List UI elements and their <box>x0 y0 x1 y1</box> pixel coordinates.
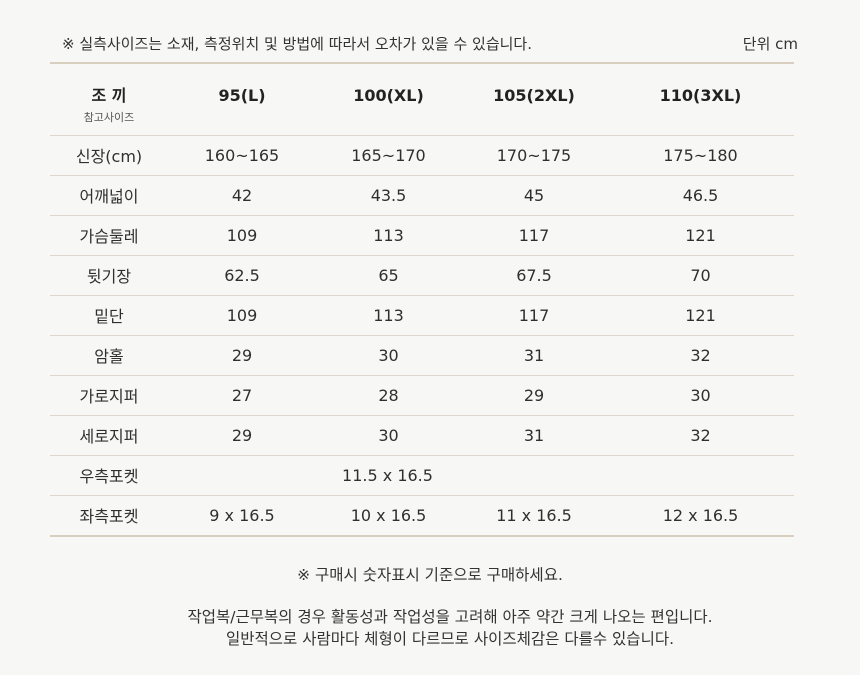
table-cell: 9 x 16.5 <box>209 505 275 525</box>
table-cell: 31 <box>523 425 545 445</box>
table-cell: 165~170 <box>351 145 426 165</box>
table-header-row: 조 끼 참고사이즈 95(L) 100(XL) 105(2XL) 110(3XL… <box>50 64 794 135</box>
header-subtitle: 참고사이즈 <box>83 111 135 124</box>
fit-note: 작업복/근무복의 경우 활동성과 작업성을 고려해 아주 약간 크게 나오는 편… <box>0 606 860 650</box>
table-cell: 11 x 16.5 <box>496 505 572 525</box>
table-cell: 109 <box>226 225 258 245</box>
table-cell: 32 <box>690 425 711 445</box>
table-cell: 30 <box>690 385 711 405</box>
table-cell: 30 <box>378 425 399 445</box>
table-cell: 113 <box>373 305 404 325</box>
table-row: 가슴둘레 109 113 117 121 <box>50 215 794 255</box>
row-label: 어깨넓이 <box>79 187 139 206</box>
header-size: 110(3XL) <box>659 86 742 105</box>
row-label: 신장(cm) <box>75 147 143 166</box>
table-cell: 30 <box>378 345 399 365</box>
row-label: 우측포켓 <box>79 467 139 486</box>
table-cell: 117 <box>518 305 550 325</box>
table-cell: 65 <box>378 265 399 285</box>
table-cell: 29 <box>231 425 253 445</box>
table-cell: 109 <box>226 305 258 325</box>
header-size: 105(2XL) <box>493 86 575 105</box>
table-row: 암홀 29 30 31 32 <box>50 335 794 375</box>
table-row: 가로지퍼 27 28 29 30 <box>50 375 794 415</box>
table-row: 세로지퍼 29 30 31 32 <box>50 415 794 455</box>
row-label: 가로지퍼 <box>79 387 139 406</box>
table-row: 뒷기장 62.5 65 67.5 70 <box>50 255 794 295</box>
table-cell: 121 <box>685 225 716 245</box>
table-cell: 12 x 16.5 <box>662 505 739 525</box>
table-cell: 160~165 <box>204 145 280 165</box>
table-cell: 45 <box>523 185 545 205</box>
row-label: 뒷기장 <box>86 267 132 286</box>
row-label: 가슴둘레 <box>79 227 139 246</box>
table-cell: 31 <box>523 345 545 365</box>
header-product: 조 끼 참고사이즈 <box>50 64 168 135</box>
size-table: 조 끼 참고사이즈 95(L) 100(XL) 105(2XL) 110(3XL… <box>50 62 794 537</box>
table-cell: 46.5 <box>682 185 719 205</box>
row-label: 세로지퍼 <box>79 427 139 446</box>
table-cell-merged: 11.5 x 16.5 <box>342 465 433 485</box>
header-size: 95(L) <box>218 86 266 105</box>
table-cell: 70 <box>690 265 711 285</box>
table-row-left-pocket: 좌측포켓 9 x 16.5 10 x 16.5 11 x 16.5 12 x 1… <box>50 495 794 535</box>
table-cell: 32 <box>690 345 711 365</box>
purchase-note: ※ 구매시 숫자표시 기준으로 구매하세요. <box>297 566 563 584</box>
header-size: 100(XL) <box>353 86 424 105</box>
measurement-note: ※ 실측사이즈는 소재, 측정위치 및 방법에 따라서 오차가 있을 수 있습니… <box>62 35 532 53</box>
table-cell: 62.5 <box>224 265 260 285</box>
table-row: 어깨넓이 42 43.5 45 46.5 <box>50 175 794 215</box>
table-cell: 28 <box>378 385 399 405</box>
table-cell: 29 <box>231 345 253 365</box>
fit-note-line1: 작업복/근무복의 경우 활동성과 작업성을 고려해 아주 약간 크게 나오는 편… <box>187 608 713 626</box>
unit-label: 단위 cm <box>742 35 798 53</box>
row-label: 좌측포켓 <box>79 507 139 527</box>
table-cell-empty <box>607 455 794 495</box>
table-cell: 67.5 <box>516 265 552 285</box>
fit-note-line2: 일반적으로 사람마다 체형이 다르므로 사이즈체감은 다를수 있습니다. <box>225 630 675 648</box>
table-row: 신장(cm) 160~165 165~170 170~175 175~180 <box>50 135 794 175</box>
table-cell: 117 <box>518 225 550 245</box>
table-cell: 121 <box>685 305 716 325</box>
table-cell: 10 x 16.5 <box>350 505 427 525</box>
table-row: 밑단 109 113 117 121 <box>50 295 794 335</box>
table-cell: 27 <box>231 385 253 405</box>
table-cell: 43.5 <box>370 185 407 205</box>
table-cell: 113 <box>373 225 404 245</box>
table-cell: 42 <box>231 185 253 205</box>
table-cell: 170~175 <box>496 145 572 165</box>
table-cell: 29 <box>523 385 545 405</box>
row-label: 암홀 <box>94 347 124 366</box>
table-row-right-pocket: 우측포켓 11.5 x 16.5 <box>50 455 794 495</box>
table-cell: 175~180 <box>663 145 738 165</box>
row-label: 밑단 <box>94 307 124 326</box>
header-title: 조 끼 <box>91 86 127 105</box>
